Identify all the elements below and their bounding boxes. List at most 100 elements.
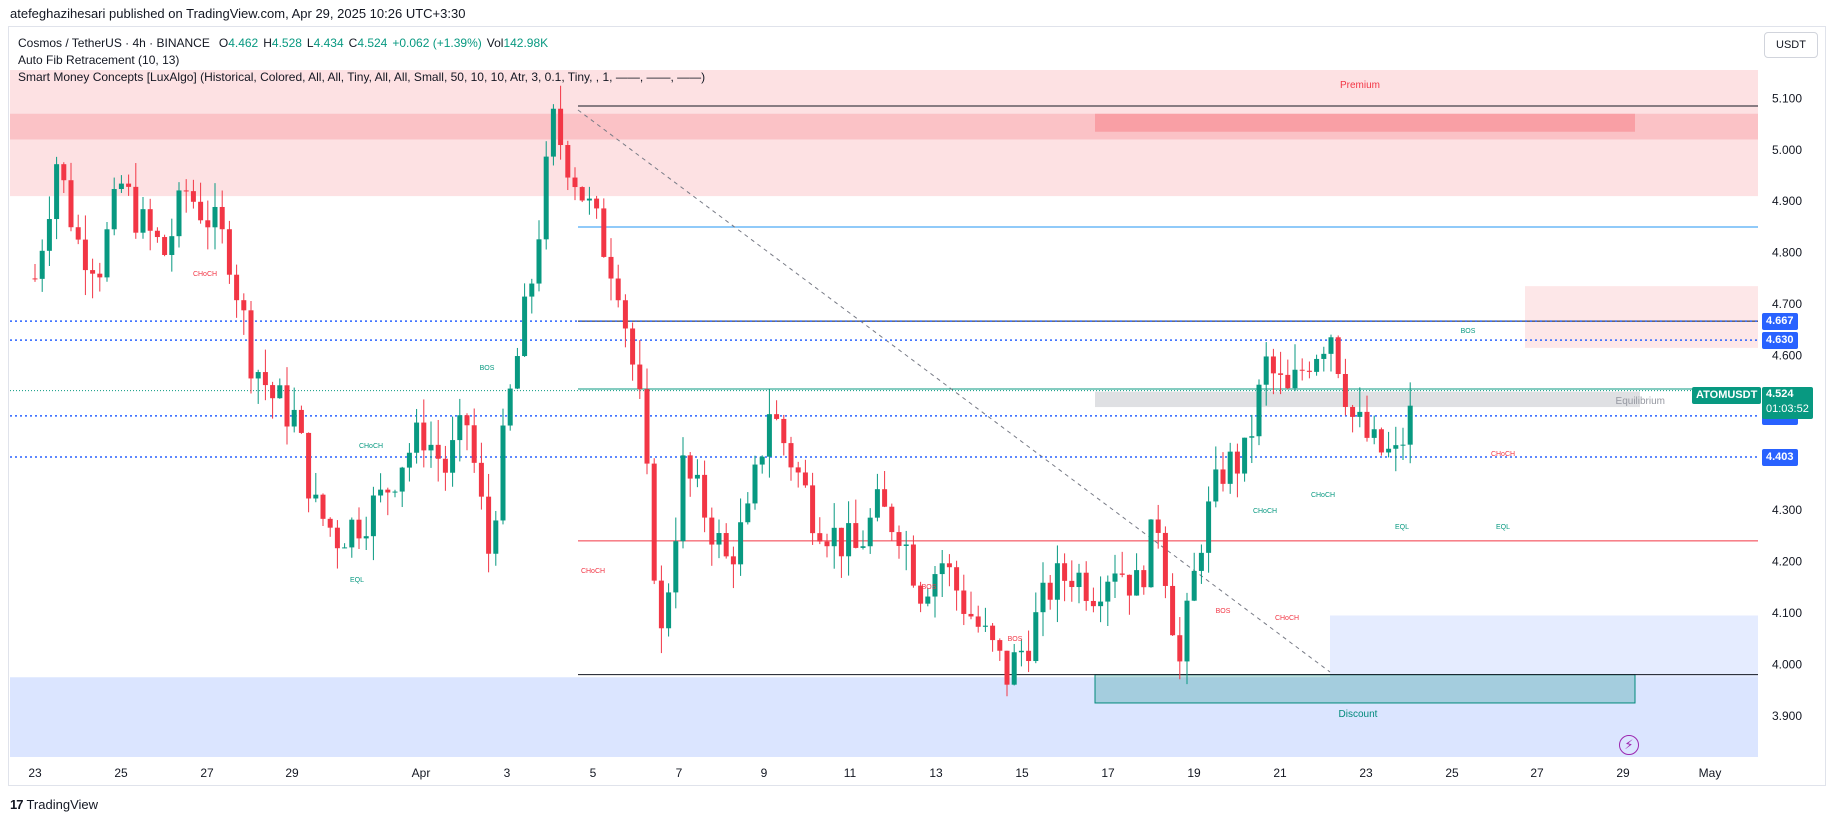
discount-zone — [10, 677, 1758, 757]
candle-body — [968, 613, 974, 617]
indicator-smc-label: Smart Money Concepts [LuxAlgo] (Historic… — [18, 70, 706, 84]
candle-body — [1234, 451, 1240, 474]
candle-body — [615, 278, 621, 301]
candle-body — [788, 443, 794, 468]
high-label: H — [263, 36, 272, 50]
x-tick-15: 23 — [1359, 766, 1373, 780]
candle-body — [702, 474, 708, 518]
x-tick-16: 25 — [1445, 766, 1459, 780]
candle-body — [673, 541, 679, 593]
candle-body — [277, 385, 283, 399]
candle-body — [1119, 573, 1125, 575]
y-tick-4: 4.700 — [1772, 297, 1802, 311]
candle-body — [226, 229, 232, 275]
candle-body — [810, 485, 816, 534]
candle-body — [1004, 650, 1010, 685]
legend-main[interactable]: Cosmos / TetherUS · 4h · BINANCE O 4.462 … — [18, 35, 705, 52]
candle-body — [946, 563, 952, 568]
candle-body — [298, 409, 304, 433]
candle-body — [493, 520, 499, 554]
indicator-fib[interactable]: Auto Fib Retracement (10, 13) — [18, 52, 705, 69]
x-tick-10: 13 — [929, 766, 943, 780]
premium-box — [1095, 113, 1635, 132]
candle-body — [910, 544, 916, 586]
candle-body — [1242, 437, 1248, 474]
low-label: L — [306, 36, 314, 50]
candle-body — [212, 206, 218, 228]
candle-body — [997, 640, 1003, 651]
candle-body — [82, 239, 88, 271]
candle-body — [1011, 652, 1017, 685]
structure-label-10: CHoCH — [1275, 615, 1299, 622]
candle-body — [442, 458, 448, 473]
candle-body — [586, 198, 592, 201]
candle-body — [745, 503, 751, 523]
currency-button[interactable]: USDT — [1764, 32, 1818, 58]
open-label: O — [218, 36, 229, 50]
candle-body — [1191, 570, 1197, 601]
structure-label-2: CHoCH — [359, 443, 383, 450]
structure-label-6: BOS — [1008, 636, 1023, 643]
candle-body — [824, 541, 830, 547]
chart-frame[interactable] — [8, 26, 1826, 786]
candle-body — [781, 418, 787, 444]
last-price-value: 4.524 01:03:52 — [1762, 386, 1813, 419]
candle-body — [1328, 337, 1334, 354]
candle-body — [918, 585, 924, 604]
candle-body — [1177, 635, 1183, 662]
supply-ob — [1525, 286, 1758, 348]
candle-body — [1407, 405, 1413, 445]
premium-label: Premium — [1340, 80, 1380, 91]
candle-body — [572, 177, 578, 188]
candle-body — [565, 145, 571, 178]
candle-body — [90, 270, 96, 274]
x-tick-14: 21 — [1273, 766, 1287, 780]
volume-value: 142.98K — [503, 36, 549, 50]
candle-body — [1321, 353, 1327, 359]
lightning-icon[interactable]: ⚡ — [1619, 735, 1639, 755]
candle-body — [1054, 563, 1060, 600]
candle-body — [1098, 601, 1104, 607]
close-label: C — [348, 36, 358, 50]
candle-body — [961, 590, 967, 614]
candle-body — [464, 415, 470, 426]
candle-body — [1220, 469, 1226, 484]
candle-body — [1299, 369, 1305, 371]
indicator-smc[interactable]: Smart Money Concepts [LuxAlgo] (Historic… — [18, 69, 705, 86]
candle-body — [342, 547, 348, 549]
candle-body — [860, 546, 866, 548]
candle-body — [111, 189, 117, 230]
candle-body — [709, 517, 715, 545]
candle-body — [543, 156, 549, 240]
x-tick-2: 27 — [200, 766, 214, 780]
candle-body — [1105, 581, 1111, 602]
candle-body — [1083, 572, 1089, 601]
candle-body — [133, 186, 139, 233]
candle-body — [140, 209, 146, 233]
candle-body — [680, 455, 686, 542]
candle-body — [169, 236, 175, 255]
published-by: atefeghazihesari published on TradingVie… — [10, 6, 466, 21]
structure-label-5: BOS — [922, 584, 937, 591]
symbol-name[interactable]: Cosmos / TetherUS · 4h · BINANCE — [18, 36, 210, 50]
change-value: +0.062 (+1.39%) — [392, 36, 482, 50]
candle-body — [421, 422, 427, 451]
candle-body — [104, 229, 110, 278]
y-tick-1: 5.000 — [1772, 143, 1802, 157]
y-tick-6: 4.300 — [1772, 503, 1802, 517]
x-tick-19: May — [1699, 766, 1722, 780]
candle-body — [248, 310, 254, 379]
candle-body — [925, 596, 931, 604]
volume-label: Vol — [486, 36, 504, 50]
y-tick-7: 4.200 — [1772, 554, 1802, 568]
candle-body — [882, 489, 888, 507]
open-value: 4.462 — [228, 36, 259, 50]
candle-body — [1155, 519, 1161, 533]
candle-body — [1335, 337, 1341, 375]
footer-brand[interactable]: 17 TradingView — [10, 797, 98, 812]
candle-body — [601, 208, 607, 257]
structure-label-11: EQL — [1395, 524, 1409, 531]
candle-body — [1263, 356, 1269, 385]
candle-body — [1112, 573, 1118, 582]
